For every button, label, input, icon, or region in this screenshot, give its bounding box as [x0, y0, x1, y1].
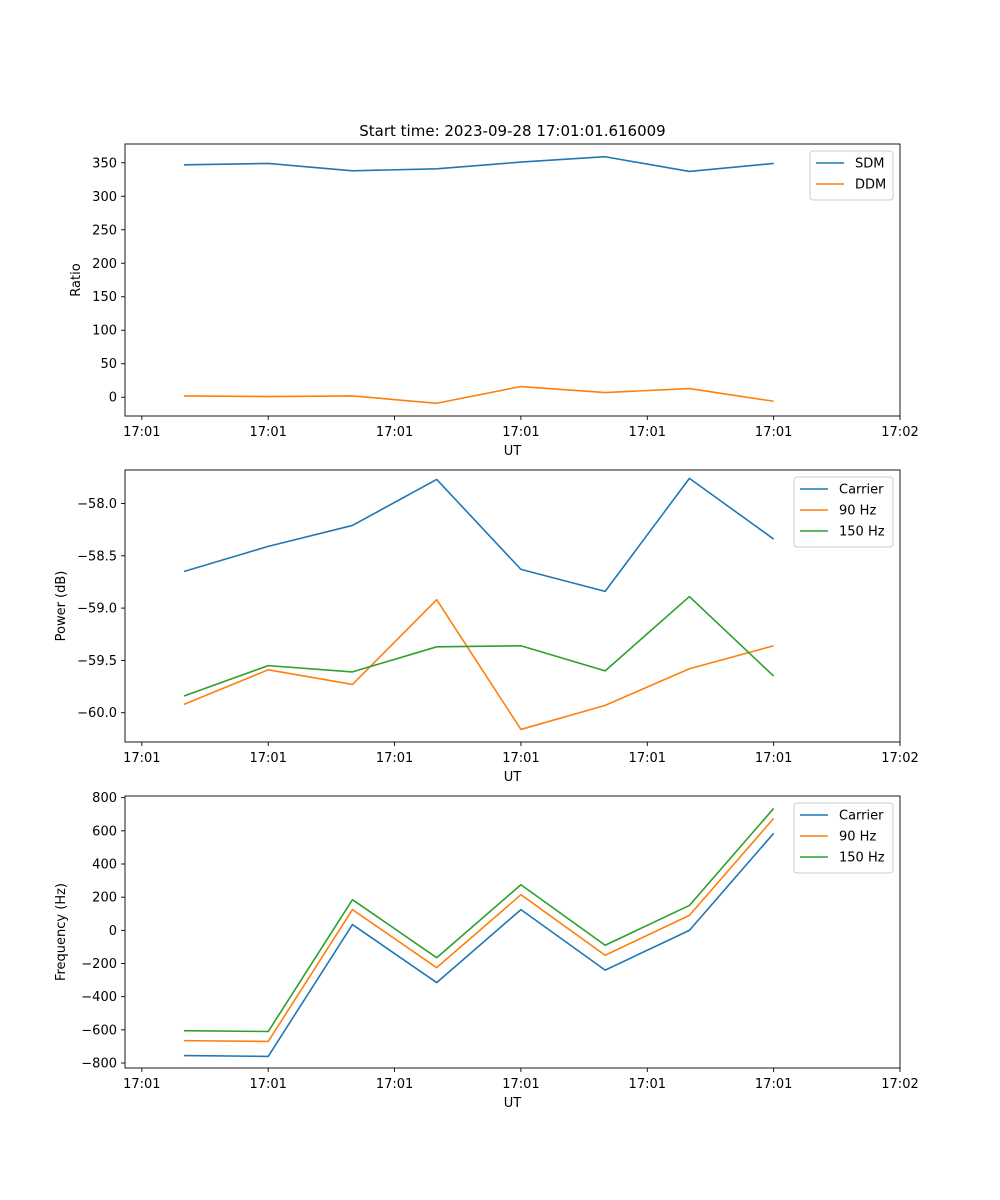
legend-label: 90 Hz: [839, 830, 876, 845]
x-tick-label: 17:01: [249, 751, 286, 766]
x-tick-label: 17:02: [881, 1077, 918, 1092]
axes-frame: [124, 143, 901, 417]
legend-label: DDM: [855, 178, 886, 193]
legend-label: Carrier: [839, 483, 884, 498]
x-axis-label: UT: [504, 1096, 522, 1111]
y-tick-label: 50: [100, 357, 117, 372]
x-tick-label: 17:01: [755, 1077, 792, 1092]
series-line-carrier: [183, 832, 775, 1058]
series-line-150-hz: [183, 595, 775, 697]
chart-1: 17:01 17:01 17:01 17:01 17:01 17:01 17:02 0 50 10…: [69, 122, 919, 459]
y-tick-label: −800: [81, 1057, 117, 1072]
x-tick-label: 17:01: [123, 425, 160, 440]
x-tick-label: 17:02: [881, 751, 918, 766]
x-tick-label: 17:01: [123, 751, 160, 766]
y-axis-label: Frequency (Hz): [54, 883, 69, 981]
y-tick-label: 200: [92, 891, 117, 906]
x-tick-label: 17:01: [629, 425, 666, 440]
y-tick-label: 200: [92, 257, 117, 272]
x-tick-label: 17:01: [629, 751, 666, 766]
x-tick-label: 17:01: [123, 1077, 160, 1092]
series-line-sdm: [183, 155, 774, 173]
y-tick-label: 250: [92, 223, 117, 238]
legend: Carrier 90 Hz 150 Hz: [793, 802, 894, 874]
y-tick-label: 100: [92, 324, 117, 339]
y-tick-label: 150: [92, 290, 117, 305]
y-axis-label: Power (dB): [54, 571, 69, 642]
x-axis-label: UT: [504, 770, 522, 785]
series-line-90-hz: [183, 817, 775, 1043]
y-tick-label: −59.5: [77, 654, 117, 669]
y-tick-label: 400: [92, 858, 117, 873]
y-axis-label: Ratio: [69, 263, 84, 296]
series-line-150-hz: [183, 807, 775, 1033]
axes-frame: [124, 469, 901, 743]
x-tick-label: 17:01: [755, 425, 792, 440]
legend-label: 90 Hz: [839, 504, 876, 519]
y-tick-label: −60.0: [77, 706, 117, 721]
legend: Carrier 90 Hz 150 Hz: [793, 476, 894, 548]
series-line-90-hz: [183, 598, 774, 731]
plot-area: [125, 470, 900, 742]
x-tick-label: 17:01: [502, 425, 539, 440]
plot-area: [125, 144, 900, 416]
x-tick-label: 17:01: [629, 1077, 666, 1092]
y-tick-label: −58.5: [77, 549, 117, 564]
y-tick-label: 300: [92, 190, 117, 205]
legend-box: [793, 476, 894, 548]
y-tick-label: 350: [92, 156, 117, 171]
x-tick-label: 17:02: [881, 425, 918, 440]
legend-box: [793, 802, 894, 874]
y-tick-label: 800: [92, 791, 117, 806]
chart-3: 17:01 17:01 17:01 17:01 17:01 17:01 17:02 −800 −…: [54, 791, 919, 1111]
chart-title: Start time: 2023-09-28 17:01:01.616009: [359, 122, 665, 140]
x-tick-label: 17:01: [376, 751, 413, 766]
legend-label: 150 Hz: [839, 851, 885, 866]
x-tick-label: 17:01: [755, 751, 792, 766]
x-tick-label: 17:01: [502, 751, 539, 766]
plot-area: [125, 796, 900, 1068]
y-tick-label: −58.0: [77, 497, 117, 512]
x-axis-label: UT: [504, 444, 522, 459]
y-tick-label: −600: [81, 1023, 117, 1038]
legend-label: SDM: [855, 157, 884, 172]
series-line-carrier: [183, 477, 775, 593]
series-line-ddm: [183, 385, 774, 405]
axes-frame: [124, 795, 901, 1069]
x-tick-label: 17:01: [376, 1077, 413, 1092]
x-tick-label: 17:01: [249, 1077, 286, 1092]
y-tick-label: 0: [109, 924, 117, 939]
y-tick-label: −200: [81, 957, 117, 972]
chart-2: 17:01 17:01 17:01 17:01 17:01 17:01 17:02 −60.0…: [54, 469, 919, 785]
x-tick-label: 17:01: [502, 1077, 539, 1092]
y-tick-label: −400: [81, 990, 117, 1005]
legend: SDM DDM: [809, 150, 894, 201]
legend-label: Carrier: [839, 809, 884, 824]
y-tick-label: −59.0: [77, 602, 117, 617]
legend-label: 150 Hz: [839, 525, 885, 540]
x-tick-label: 17:01: [376, 425, 413, 440]
x-tick-label: 17:01: [249, 425, 286, 440]
y-tick-label: 600: [92, 824, 117, 839]
y-tick-label: 0: [109, 391, 117, 406]
